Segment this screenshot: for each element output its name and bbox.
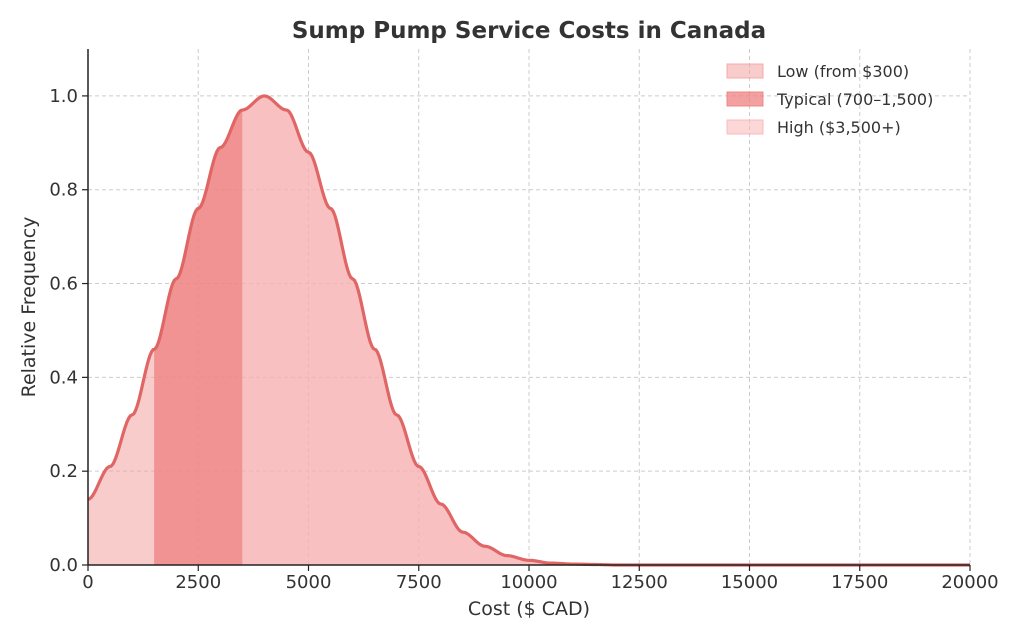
y-tick-label: 0.2 (49, 461, 78, 482)
y-axis-label: Relative Frequency (18, 217, 40, 398)
x-tick-label: 2500 (175, 572, 221, 593)
y-tick-label: 0.6 (49, 274, 78, 295)
area-fills (88, 95, 971, 565)
legend-swatch-typical (726, 91, 764, 107)
y-tick-label: 0.8 (49, 180, 78, 201)
x-tick-label: 17500 (831, 572, 888, 593)
legend-label-low: Low (from $300) (777, 62, 909, 81)
x-tick-label: 5000 (286, 572, 332, 593)
x-tick-label: 0 (82, 572, 93, 593)
legend-swatch-high (726, 119, 764, 135)
axes: 0 2500 5000 7500 10000 12500 15000 17500 20000 0.… (49, 49, 999, 593)
legend: Low (from $300) Typical (700–1,500) High (… (726, 62, 933, 137)
legend-swatch-low (726, 63, 764, 79)
chart-title: Sump Pump Service Costs in Canada (292, 18, 766, 44)
x-axis-label: Cost ($ CAD) (468, 598, 590, 620)
y-tick-label: 1.0 (49, 86, 78, 107)
x-tick-label: 7500 (396, 572, 442, 593)
x-tick-label: 15000 (721, 572, 778, 593)
y-tick-label: 0.4 (49, 367, 78, 388)
area-fill-high (242, 95, 971, 565)
x-tick-label: 10000 (500, 572, 557, 593)
x-tick-label: 12500 (611, 572, 668, 593)
legend-label-high: High ($3,500+) (777, 118, 901, 137)
area-fill-typical (154, 109, 243, 565)
x-tick-label: 20000 (941, 572, 998, 593)
y-tick-label: 0.0 (49, 555, 78, 576)
legend-label-typical: Typical (700–1,500) (776, 90, 933, 109)
